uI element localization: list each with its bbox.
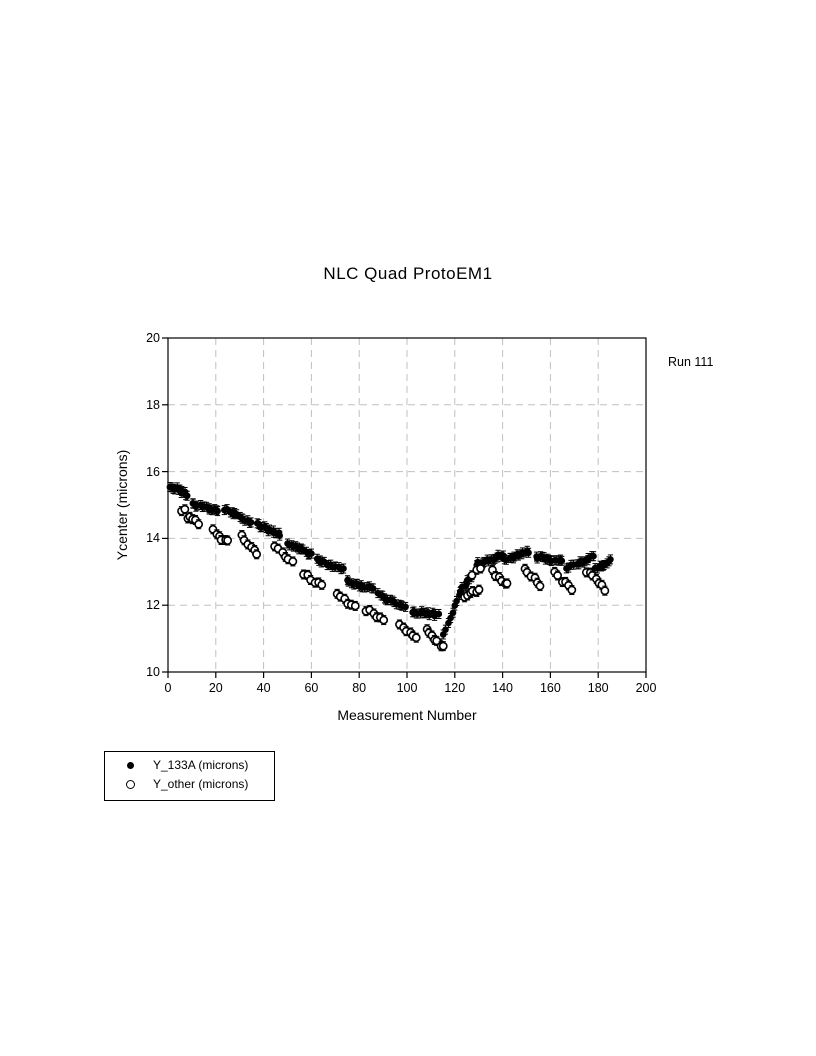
run-annotation: Run 111 bbox=[668, 355, 714, 369]
y-tick-label: 10 bbox=[146, 665, 160, 679]
data-point-yother bbox=[288, 557, 298, 566]
data-point-yother bbox=[180, 504, 190, 514]
data-point-yother bbox=[252, 549, 262, 559]
data-point-y133a bbox=[276, 532, 283, 539]
legend-item-y133a: Y_133A (microns) bbox=[105, 756, 274, 774]
legend-label-y133a: Y_133A (microns) bbox=[153, 758, 249, 772]
data-point-yother bbox=[535, 581, 545, 591]
legend-item-yother: Y_other (microns) bbox=[105, 775, 274, 793]
x-tick-label: 0 bbox=[164, 681, 172, 695]
data-point-yother bbox=[379, 615, 389, 625]
x-tick-label: 40 bbox=[256, 681, 271, 695]
data-point-y133a bbox=[247, 519, 255, 526]
data-point-yother bbox=[350, 601, 360, 611]
data-point-yother bbox=[502, 578, 512, 588]
data-point-y133a bbox=[449, 609, 457, 617]
data-point-y133a bbox=[402, 603, 409, 611]
data-point-yother bbox=[476, 564, 485, 573]
data-point-yother bbox=[411, 633, 421, 643]
data-point-yother bbox=[438, 641, 448, 651]
data-point-y133a bbox=[369, 585, 377, 592]
y-tick-label: 12 bbox=[146, 598, 160, 613]
x-tick-label: 80 bbox=[352, 681, 367, 695]
x-tick-label: 200 bbox=[635, 681, 657, 695]
data-point-y133a bbox=[340, 565, 347, 572]
data-point-y133a bbox=[214, 507, 221, 515]
data-point-yother bbox=[223, 536, 233, 545]
open-circle-marker-icon bbox=[123, 779, 137, 789]
data-point-yother bbox=[553, 571, 562, 580]
y-tick-label: 16 bbox=[146, 464, 160, 479]
legend-label-yother: Y_other (microns) bbox=[153, 777, 249, 791]
data-point-y133a bbox=[435, 610, 443, 618]
data-point-y133a bbox=[447, 614, 454, 622]
filled-circle-marker-icon bbox=[123, 761, 137, 769]
data-point-y133a bbox=[558, 557, 566, 565]
data-point-yother bbox=[467, 570, 477, 580]
x-tick-label: 160 bbox=[539, 681, 561, 695]
data-point-y133a bbox=[607, 556, 614, 563]
y-tick-label: 20 bbox=[146, 331, 160, 345]
x-tick-label: 180 bbox=[587, 681, 609, 695]
data-point-yother bbox=[432, 636, 442, 646]
data-point-y133a bbox=[308, 550, 315, 557]
data-point-yother bbox=[567, 585, 577, 595]
chart-title: NLC Quad ProtoEM1 bbox=[323, 264, 493, 283]
y-tick-label: 14 bbox=[146, 531, 160, 546]
data-point-yother bbox=[600, 586, 610, 596]
x-tick-label: 140 bbox=[492, 681, 514, 695]
x-tick-label: 100 bbox=[396, 681, 418, 695]
data-point-y133a bbox=[525, 549, 532, 557]
data-point-yother bbox=[194, 519, 204, 529]
x-tick-label: 20 bbox=[208, 681, 223, 695]
y-tick-label: 18 bbox=[146, 397, 160, 412]
y-axis-title: Ycenter (microns) bbox=[114, 449, 130, 561]
x-tick-label: 120 bbox=[444, 681, 466, 695]
data-point-yother bbox=[317, 580, 327, 590]
x-axis-title: Measurement Number bbox=[337, 707, 477, 723]
x-tick-label: 60 bbox=[304, 681, 319, 695]
data-point-y133a bbox=[183, 492, 191, 500]
legend-box: Y_133A (microns) Y_other (microns) bbox=[104, 751, 275, 801]
data-point-y133a bbox=[590, 552, 597, 560]
data-point-yother bbox=[474, 585, 484, 595]
